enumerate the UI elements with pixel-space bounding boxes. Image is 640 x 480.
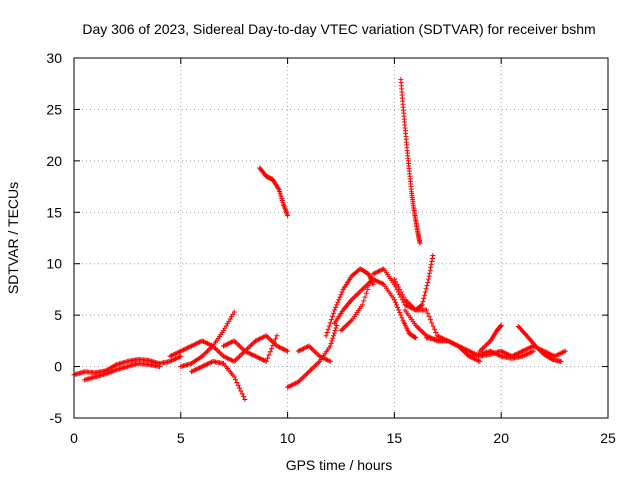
- y-tick-label: -5: [50, 410, 63, 426]
- x-tick-label: 15: [387, 430, 403, 446]
- sdtvar-chart: Day 306 of 2023, Sidereal Day-to-day VTE…: [0, 0, 640, 480]
- y-tick-label: 15: [46, 204, 62, 220]
- y-axis-label: SDTVAR / TECUs: [5, 182, 21, 294]
- x-tick-label: 5: [177, 430, 185, 446]
- x-tick-label: 0: [70, 430, 78, 446]
- y-tick-label: 20: [46, 153, 62, 169]
- x-tick-label: 25: [600, 430, 616, 446]
- x-tick-label: 20: [493, 430, 509, 446]
- y-tick-label: 25: [46, 101, 62, 117]
- x-axis-label: GPS time / hours: [286, 457, 393, 473]
- y-tick-label: 5: [54, 307, 62, 323]
- y-tick-label: 10: [46, 256, 62, 272]
- y-tick-label: 30: [46, 50, 62, 66]
- y-tick-label: 0: [54, 359, 62, 375]
- chart-title: Day 306 of 2023, Sidereal Day-to-day VTE…: [82, 21, 595, 37]
- x-tick-label: 10: [280, 430, 296, 446]
- chart-background: [0, 0, 640, 480]
